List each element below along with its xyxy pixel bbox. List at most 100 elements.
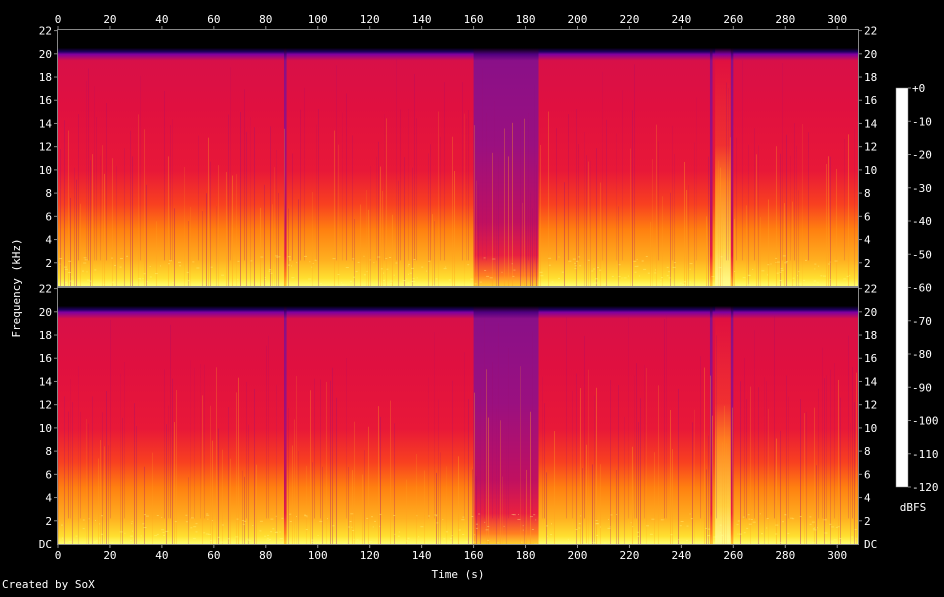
y-tick-label: 16 — [864, 352, 877, 365]
y-tick-label: 20 — [39, 48, 52, 61]
y-tick-label: 14 — [39, 117, 53, 130]
loud-segment — [715, 30, 731, 286]
colorbar-tick-label: -70 — [912, 315, 932, 328]
x-tick-label: 180 — [516, 13, 536, 26]
colorbar-tick-label: -100 — [912, 415, 939, 428]
quiet-segment — [730, 288, 734, 544]
spectral-texture — [58, 315, 857, 545]
quiet-segment — [473, 30, 539, 286]
x-tick-label: 200 — [568, 549, 588, 562]
x-tick-label: 20 — [103, 13, 116, 26]
x-tick-label: 0 — [55, 13, 62, 26]
y-tick-label: 6 — [45, 210, 52, 223]
y-tick-label: 6 — [864, 210, 871, 223]
credit-text: Created by SoX — [2, 578, 95, 591]
colorbar-label: dBFS — [900, 501, 927, 514]
y-tick-label-dc: DC — [864, 538, 877, 551]
y-tick-label-dc: DC — [39, 538, 52, 551]
quiet-segment — [473, 288, 539, 544]
colorbar-tick-label: -120 — [912, 481, 939, 494]
x-tick-label: 240 — [671, 13, 691, 26]
x-tick-label: 20 — [103, 549, 116, 562]
channel-1-plot — [57, 29, 859, 287]
spectrum-fill — [58, 30, 858, 286]
y-tick-label: 4 — [864, 234, 871, 247]
y-tick-label: 2 — [45, 257, 52, 270]
y-tick-label: 12 — [39, 141, 52, 154]
y-tick-label: 10 — [864, 422, 877, 435]
y-tick-label: 16 — [39, 352, 52, 365]
y-axis-label: Frequency (kHz) — [10, 238, 23, 337]
x-tick-label: 140 — [412, 549, 432, 562]
colorbar-tick-label: -110 — [912, 448, 939, 461]
y-tick-label: 12 — [39, 399, 52, 412]
x-tick-label: 160 — [464, 549, 484, 562]
plot-frame — [57, 287, 859, 545]
quiet-segment — [709, 30, 713, 286]
y-tick-label: 12 — [864, 399, 877, 412]
y-tick-label: 8 — [45, 445, 52, 458]
y-tick-label: 18 — [864, 329, 877, 342]
y-tick-label: 14 — [864, 375, 878, 388]
x-tick-label: 120 — [360, 13, 380, 26]
y-tick-label: 4 — [864, 492, 871, 505]
x-tick-label: 60 — [207, 13, 220, 26]
quiet-segment — [730, 30, 734, 286]
x-axis-label: Time (s) — [432, 568, 485, 581]
y-tick-label: 12 — [864, 141, 877, 154]
x-tick-label: 300 — [827, 549, 847, 562]
y-tick-label: 8 — [45, 187, 52, 200]
y-tick-label: 16 — [864, 94, 877, 107]
x-tick-label: 60 — [207, 549, 220, 562]
y-tick-label: 20 — [864, 48, 877, 61]
y-tick-label: 6 — [45, 468, 52, 481]
x-tick-label: 100 — [308, 549, 328, 562]
x-tick-label: 0 — [55, 549, 62, 562]
x-tick-label: 120 — [360, 549, 380, 562]
x-tick-label: 160 — [464, 13, 484, 26]
channel-2-plot — [57, 287, 859, 545]
quiet-segment — [283, 30, 287, 286]
colorbar-tick-label: -10 — [912, 115, 932, 128]
colorbar-tick-label: -60 — [912, 282, 932, 295]
x-tick-label: 280 — [775, 13, 795, 26]
x-tick-label: 220 — [619, 549, 639, 562]
y-tick-label: 6 — [864, 468, 871, 481]
quiet-segment — [709, 288, 713, 544]
y-tick-label: 18 — [39, 71, 52, 84]
colorbar-tick-label: -20 — [912, 149, 932, 162]
loud-segment — [715, 288, 731, 544]
y-tick-label: 2 — [864, 257, 871, 270]
spectral-texture — [59, 59, 855, 287]
y-tick-label: 8 — [864, 187, 871, 200]
x-tick-label: 80 — [259, 13, 272, 26]
channel-plots — [57, 29, 859, 545]
plot-frame — [57, 29, 859, 287]
y-tick-label: 14 — [39, 375, 53, 388]
x-tick-label: 80 — [259, 549, 272, 562]
x-tick-label: 100 — [308, 13, 328, 26]
y-tick-label: 22 — [864, 283, 877, 296]
x-tick-label: 220 — [619, 13, 639, 26]
y-tick-label: 8 — [864, 445, 871, 458]
quiet-segment — [283, 288, 287, 544]
colorbar-tick-label: +0 — [912, 82, 925, 95]
y-tick-label: 22 — [39, 283, 52, 296]
colorbar-tick-label: -40 — [912, 215, 932, 228]
colorbar: +0 -10 -20 -30 -40 -50 -60 -70 -80 -90 -100 -110 -12… — [895, 82, 939, 494]
y-tick-label: 22 — [864, 25, 877, 38]
colorbar-tick-label: -80 — [912, 348, 932, 361]
colorbar-tick-label: -90 — [912, 381, 932, 394]
y-tick-label: 20 — [39, 306, 52, 319]
x-tick-label: 260 — [723, 13, 743, 26]
x-tick-label: 40 — [155, 549, 168, 562]
x-tick-label: 40 — [155, 13, 168, 26]
colorbar-tick-label: -50 — [912, 248, 932, 261]
x-tick-label: 280 — [775, 549, 795, 562]
y-tick-label: 20 — [864, 306, 877, 319]
y-tick-label: 18 — [39, 329, 52, 342]
y-tick-label: 16 — [39, 94, 52, 107]
y-tick-label: 14 — [864, 117, 878, 130]
